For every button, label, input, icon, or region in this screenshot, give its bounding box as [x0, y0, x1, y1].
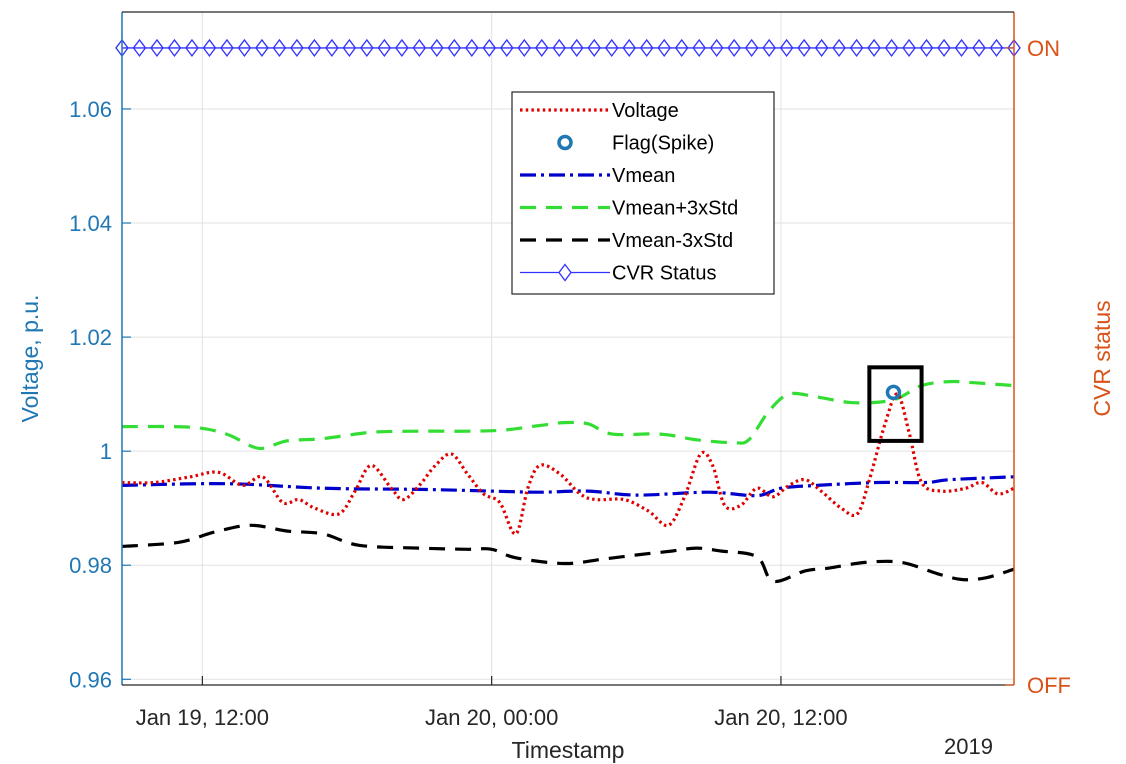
cvr-status-marker — [972, 38, 986, 58]
y-tick-label: 0.96 — [69, 667, 112, 692]
legend-box — [511, 91, 775, 295]
y2-tick-label: OFF — [1027, 673, 1071, 698]
legend-label-vmean-3xstd: Vmean+3xStd — [612, 198, 738, 220]
cvr-status-marker — [482, 38, 497, 58]
cvr-status-marker — [360, 38, 374, 58]
cvr-status-marker — [412, 38, 427, 58]
legend-label-flag-spike-: Flag(Spike) — [612, 133, 714, 155]
cvr-status-marker — [185, 38, 199, 58]
cvr-status-marker — [657, 38, 672, 58]
x-tick-label: Jan 20, 12:00 — [714, 705, 847, 730]
legend-swatch-flag-spike- — [557, 134, 573, 151]
cvr-status-marker — [849, 38, 864, 58]
cvr-status-marker — [272, 38, 287, 58]
y2-tick-label: ON — [1027, 36, 1060, 61]
cvr-status-marker — [430, 38, 444, 58]
y-tick-label: 1 — [100, 439, 112, 464]
year-label: 2019 — [944, 734, 993, 759]
cvr-status-marker — [937, 38, 951, 58]
series-line-voltage — [121, 392, 1015, 536]
series-layer — [115, 38, 1021, 584]
cvr-status-marker — [377, 38, 392, 58]
legend-label-cvr-status: CVR Status — [612, 263, 716, 285]
cvr-status-marker — [255, 38, 269, 58]
y-axis-label-left: Voltage, p.u. — [17, 295, 43, 423]
cvr-status-marker — [499, 38, 514, 58]
y-axis-label-right: CVR status — [1089, 300, 1115, 416]
cvr-status-marker — [325, 38, 339, 58]
annotation-layer — [867, 365, 924, 443]
cvr-status-marker — [132, 38, 147, 58]
legend[interactable]: Voltage Flag(Spike) Vmean Vmean+3xStd Vmean-… — [511, 91, 775, 295]
cvr-status-marker — [150, 38, 164, 58]
legend-swatch-cvr-status — [558, 263, 572, 282]
cvr-status-marker — [464, 38, 479, 58]
cvr-status-marker — [814, 38, 829, 58]
cvr-status-marker — [884, 38, 899, 58]
cvr-status-marker — [569, 38, 584, 58]
cvr-status-marker — [797, 38, 811, 58]
cvr-status-marker — [290, 38, 304, 58]
cvr-status-marker — [395, 38, 409, 58]
cvr-status-marker — [220, 38, 234, 58]
y-tick-label: 0.98 — [69, 553, 112, 578]
cvr-status-marker — [727, 38, 741, 58]
cvr-status-marker — [167, 38, 182, 58]
cvr-status-marker — [307, 38, 322, 58]
cvr-status-marker — [744, 38, 759, 58]
cvr-status-marker — [342, 38, 357, 58]
x-tick-label: Jan 20, 00:00 — [425, 705, 558, 730]
x-axis-label: Timestamp — [512, 737, 625, 763]
axes: 0.96 0.98 1 1.02 1.04 1.06 OFF ON Jan 19, 12:00 J… — [69, 11, 1071, 730]
legend-label-vmean-3xstd: Vmean-3xStd — [612, 230, 733, 252]
cvr-status-marker — [919, 38, 934, 58]
legend-label-vmean: Vmean — [612, 165, 675, 187]
spike-highlight-box — [867, 365, 924, 443]
series-line-vmean — [121, 475, 1015, 498]
cvr-status-marker — [622, 38, 637, 58]
y-tick-label: 1.04 — [69, 211, 112, 236]
y-tick-label: 1.06 — [69, 97, 112, 122]
cvr-status-marker — [604, 38, 619, 58]
cvr-status-marker — [639, 38, 654, 58]
cvr-status-marker — [779, 38, 794, 58]
cvr-status-marker — [237, 38, 252, 58]
cvr-status-marker — [674, 38, 689, 58]
cvr-status-marker — [202, 38, 217, 58]
cvr-status-marker — [989, 38, 1004, 58]
x-tick-label: Jan 19, 12:00 — [136, 705, 269, 730]
cvr-status-marker — [762, 38, 776, 58]
series-line-vmean-3xstd — [121, 379, 1015, 450]
cvr-status-marker — [447, 38, 462, 58]
cvr-status-marker — [709, 38, 724, 58]
cvr-status-marker — [552, 38, 567, 58]
cvr-status-marker — [832, 38, 846, 58]
cvr-status-marker — [954, 38, 969, 58]
y-tick-label: 1.02 — [69, 325, 112, 350]
cvr-status-marker — [587, 38, 602, 58]
cvr-status-marker — [534, 38, 549, 58]
cvr-status-marker — [867, 38, 881, 58]
cvr-status-marker — [902, 38, 916, 58]
series-line-vmean-3xstd — [121, 523, 1015, 584]
cvr-status-marker — [517, 38, 532, 58]
cvr-status-marker — [692, 38, 706, 58]
flag-spike-marker — [885, 384, 902, 401]
legend-label-voltage: Voltage — [612, 100, 679, 122]
